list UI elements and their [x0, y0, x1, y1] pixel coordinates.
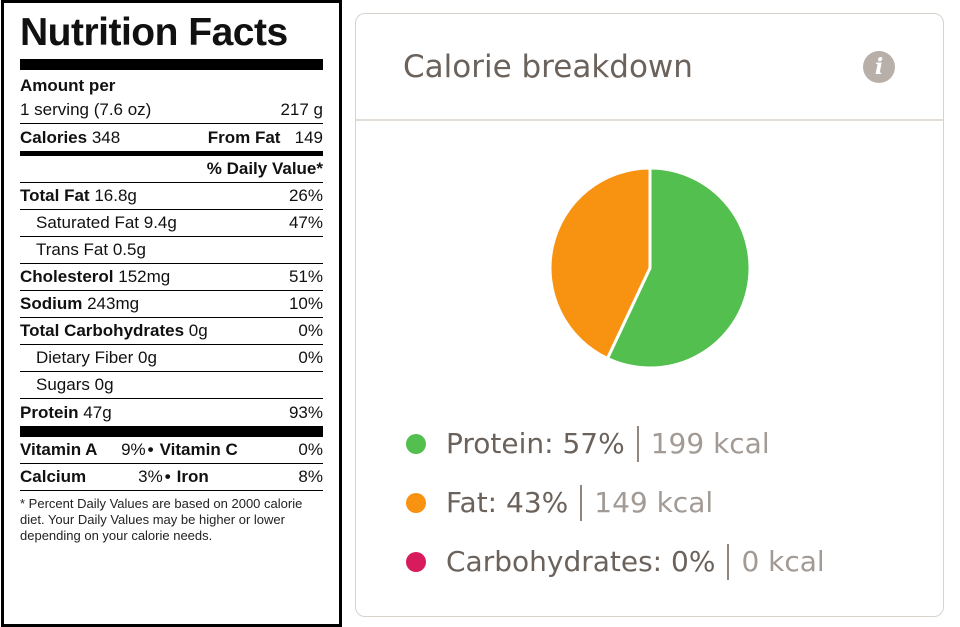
legend-kcal: 0 kcal: [741, 545, 825, 578]
nutrient-row: Saturated Fat 9.4g 47%: [20, 210, 323, 237]
nutrient-amount: 47g: [83, 402, 112, 422]
calories-label: Calories: [20, 127, 88, 147]
legend-name: Fat: 43%: [446, 486, 569, 519]
bullet-separator: •: [164, 467, 171, 486]
pie-slice-fat: [548, 166, 652, 360]
bullet-separator: •: [147, 440, 154, 459]
legend-separator: [636, 425, 639, 462]
nutrient-dv: 47%: [288, 213, 323, 232]
nutrient-amount: 0g: [188, 321, 208, 340]
pie-chart-svg: [548, 166, 752, 370]
nutrient-dv: 93%: [288, 402, 323, 422]
nutrient-label: Saturated Fat: [36, 213, 140, 232]
amount-per-label: Amount per: [20, 76, 116, 95]
nutrient-row: Total Fat 16.8g 26%: [20, 183, 323, 210]
vitamin-label: Iron: [176, 467, 209, 486]
protein-dot-icon: [406, 433, 426, 454]
nutrient-amount: 243mg: [87, 294, 140, 313]
nutrient-amount: 0g: [138, 348, 157, 367]
nutrient-label: Protein: [20, 402, 79, 422]
vitamin-row: Calcium 3% • Iron 8%: [20, 464, 323, 491]
nutrition-facts-title: Nutrition Facts: [20, 11, 288, 54]
nutrient-row: Sodium 243mg 10%: [20, 291, 323, 318]
vitamin-pct: 0%: [298, 440, 323, 459]
daily-value-header: % Daily Value*: [20, 156, 323, 183]
legend-name: Protein: 57%: [446, 427, 625, 460]
nutrient-label: Total Fat: [20, 186, 90, 205]
nutrient-amount: 16.8g: [94, 186, 137, 205]
info-icon[interactable]: i: [863, 50, 895, 83]
serving-weight: 217 g: [280, 99, 323, 119]
legend-separator: [727, 543, 730, 580]
vitamin-pct: 3%: [138, 467, 163, 486]
legend-item-protein: Protein: 57% 199 kcal: [406, 414, 825, 473]
nutrient-dv: 51%: [288, 267, 323, 286]
nutrient-rows: Total Fat 16.8g 26% Saturated Fat 9.4g 4…: [20, 183, 323, 426]
nutrient-label: Sugars: [36, 375, 90, 394]
calories-row: Calories 348 From Fat 149: [20, 124, 323, 151]
card-header: Calorie breakdown i: [356, 14, 943, 121]
fat-dot-icon: [406, 492, 426, 513]
pie-slice-protein: [605, 166, 752, 370]
nutrient-dv: 0%: [298, 348, 323, 367]
nutrient-row: Cholesterol 152mg 51%: [20, 264, 323, 291]
vitamin-label: Calcium: [20, 467, 87, 486]
legend-kcal: 199 kcal: [650, 427, 770, 460]
thick-divider: [20, 426, 323, 437]
vitamin-pct: 9%: [121, 440, 146, 459]
nutrient-amount: 0g: [94, 375, 114, 394]
nutrient-row: Protein 47g 93%: [20, 399, 323, 426]
pie-chart: [546, 164, 754, 372]
vitamin-label: Vitamin C: [159, 440, 238, 459]
vitamin-label: Vitamin A: [20, 440, 98, 459]
serving-row: 1 serving (7.6 oz) 217 g: [20, 96, 323, 124]
from-fat-value: 149: [294, 127, 323, 147]
nutrient-row: Sugars 0g: [20, 372, 323, 399]
nutrient-amount: 9.4g: [143, 213, 177, 232]
calories-value: 348: [91, 127, 121, 147]
nutrient-dv: 0%: [298, 321, 323, 340]
legend-separator: [580, 484, 583, 521]
legend-item-carbohydrates: Carbohydrates: 0% 0 kcal: [406, 532, 825, 591]
nutrition-facts-label: Nutrition Facts Amount per 1 serving (7.…: [1, 0, 342, 627]
nutrient-label: Cholesterol: [20, 267, 114, 286]
nutrient-dv: 26%: [288, 186, 323, 205]
nutrient-label: Total Carbohydrates: [20, 321, 185, 340]
nutrient-amount: 0.5g: [112, 240, 146, 259]
serving-size: 1 serving (7.6 oz): [20, 99, 152, 119]
calorie-breakdown-card: Calorie breakdown i Protein: 57% 199 kca…: [355, 13, 944, 617]
from-fat-label: From Fat: [207, 127, 281, 147]
legend-kcal: 149 kcal: [594, 486, 714, 519]
nutrient-label: Dietary Fiber: [36, 348, 134, 367]
thick-divider: [20, 59, 323, 70]
nutrient-row: Total Carbohydrates 0g 0%: [20, 318, 323, 345]
legend: Protein: 57% 199 kcal Fat: 43% 149 kcal …: [406, 414, 825, 591]
mid-divider: [20, 151, 323, 156]
carbohydrates-dot-icon: [406, 551, 426, 572]
daily-value-footnote: * Percent Daily Values are based on 2000…: [20, 496, 303, 543]
vitamin-row: Vitamin A 9% • Vitamin C 0%: [20, 437, 323, 464]
legend-name: Carbohydrates: 0%: [446, 545, 716, 578]
nutrient-amount: 152mg: [118, 267, 171, 286]
nutrient-dv: 10%: [288, 294, 323, 313]
legend-item-fat: Fat: 43% 149 kcal: [406, 473, 825, 532]
vitamin-pct: 8%: [298, 467, 323, 486]
nutrient-label: Sodium: [20, 294, 83, 313]
nutrient-label: Trans Fat: [36, 240, 109, 259]
card-title: Calorie breakdown: [403, 48, 693, 85]
nutrient-row: Trans Fat 0.5g: [20, 237, 323, 264]
nutrient-row: Dietary Fiber 0g 0%: [20, 345, 323, 372]
